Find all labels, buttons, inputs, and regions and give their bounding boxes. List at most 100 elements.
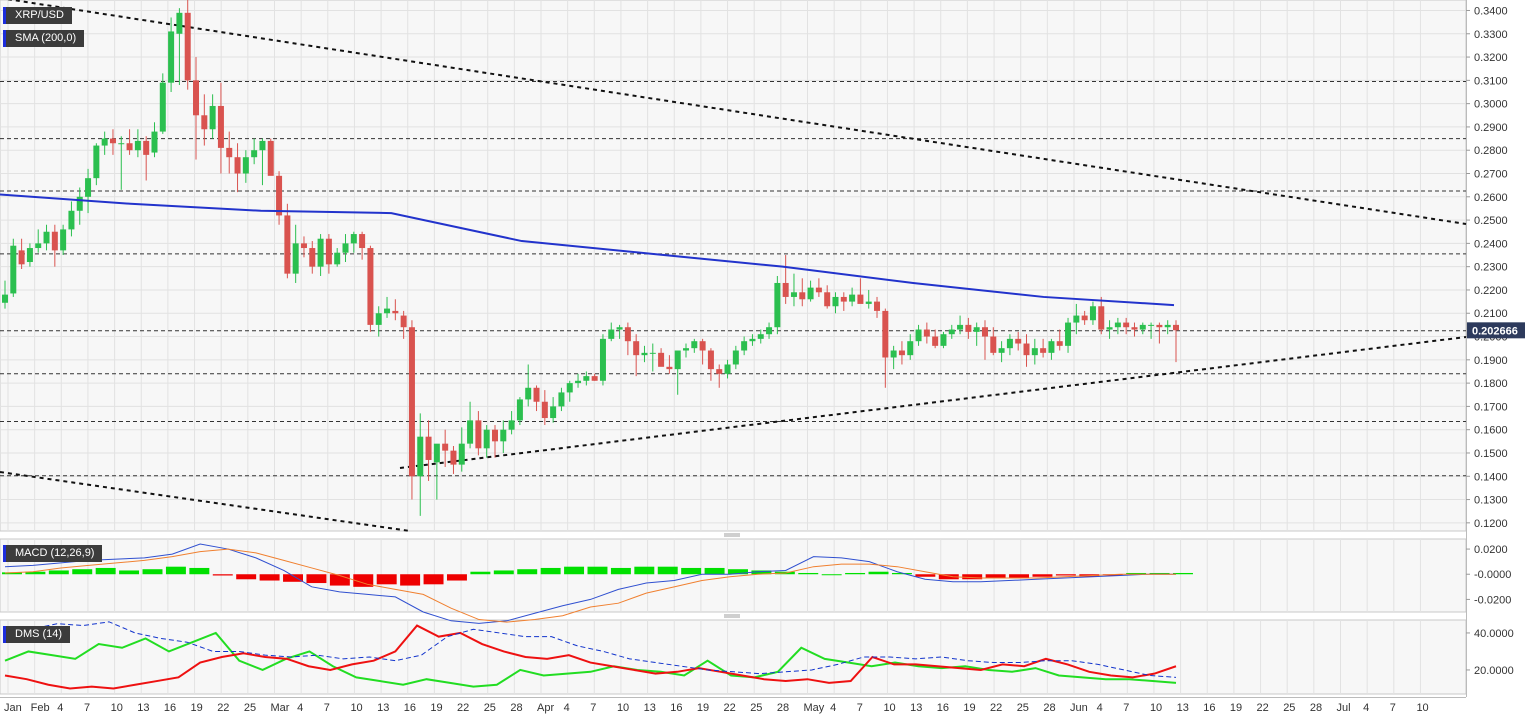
candle-body [932,336,939,346]
candle-body [749,338,756,342]
macd-histogram-bar [72,569,93,575]
macd-histogram-bar [728,569,748,575]
x-tick-label: 4 [830,702,836,714]
sma-label: SMA (200,0) [3,30,85,47]
candle-body [359,234,366,249]
candle-body [699,341,706,351]
x-tick-label: 7 [324,702,330,714]
candle-body [1173,324,1179,331]
y-tick-label: 20.0000 [1474,665,1514,677]
x-tick-label: Mar [271,702,290,714]
candle-body [1056,341,1063,346]
macd-histogram-bar [634,566,655,575]
candle-body [1065,322,1072,346]
candle-body [707,350,714,370]
candle-body [1156,324,1163,328]
x-tick-label: 25 [1017,702,1029,714]
x-tick-label: 10 [883,702,895,714]
candle-body [832,296,839,307]
candle-body [533,387,540,402]
macd-histogram-bar [1009,574,1030,579]
candle-body [284,215,291,274]
macd-histogram-bar [891,572,912,575]
candle-body [251,150,258,158]
macd-histogram-bar [259,574,280,581]
candle-body [1081,315,1088,321]
dms-line-adx [4,621,1177,678]
candle-body [325,238,332,265]
macd-histogram-bar [587,566,608,575]
candle-body [649,352,656,354]
x-tick-label: Jul [1337,702,1351,714]
x-tick-label: 13 [377,702,389,714]
macd-histogram-bar [564,566,585,575]
candle-body [259,140,266,151]
candle-body [1040,348,1047,353]
candle-body [691,341,698,349]
x-tick-label: 13 [1177,702,1189,714]
x-tick-label: 28 [510,702,522,714]
y-tick-label: 0.1300 [1474,495,1508,507]
x-tick-label: 16 [937,702,949,714]
candle-body [766,327,773,335]
y-tick-label: 0.3200 [1474,52,1508,64]
candle-body [201,115,208,130]
x-tick-label: 16 [404,702,416,714]
lower-trendline [0,471,411,532]
candle-body [981,327,988,337]
macd-histogram-bar [48,570,69,575]
macd-histogram-bar [517,569,538,575]
candle-body [890,350,897,358]
candle-body [143,140,150,155]
candle-body [666,366,673,370]
x-tick-label: 10 [1416,702,1428,714]
candle-body [774,282,781,328]
y-tick-label: 0.2500 [1474,215,1508,227]
x-tick-label: May [804,702,825,714]
x-tick-label: 25 [750,702,762,714]
candle-body [342,243,349,253]
x-tick-label: 10 [111,702,123,714]
candle-body [1073,315,1080,323]
candle-body [624,327,631,342]
macd-histogram-bar [189,567,210,575]
candle-body [957,324,964,330]
candle-body [51,231,58,251]
candle-body [450,450,457,465]
panel-resize-handle [724,533,740,537]
price-axis-background [1466,0,1536,719]
candle-body [392,310,399,314]
candle-body [807,287,814,300]
x-tick-label: 7 [1123,702,1129,714]
x-tick-label: 4 [1097,702,1103,714]
candle-body [151,131,158,153]
candle-body [716,369,723,374]
candle-body [882,310,889,358]
candle-body [633,341,640,356]
macd-histogram-bar [2,572,22,575]
candle-body [168,31,175,83]
candle-body [583,376,590,381]
x-tick-label: 22 [217,702,229,714]
candle-body [683,348,690,351]
dms-label: DMS (14) [3,626,71,643]
y-tick-label: 0.1800 [1474,378,1508,390]
macd-histogram-bar [400,574,421,586]
candle-body [10,245,17,294]
macd-histogram-bar [329,574,350,586]
candle-body [425,436,432,460]
candle-body [732,350,739,365]
x-tick-label: Apr [537,702,554,714]
macd-histogram-bar [985,574,1006,579]
x-tick-label: 22 [724,702,736,714]
x-tick-label: 19 [697,702,709,714]
candle-body [1139,324,1146,330]
macd-histogram-bar [283,574,304,582]
candle-body [85,178,92,197]
candle-body [491,429,498,442]
candle-body [948,329,955,335]
macd-histogram-bar [540,567,561,575]
candle-body [1089,306,1096,321]
